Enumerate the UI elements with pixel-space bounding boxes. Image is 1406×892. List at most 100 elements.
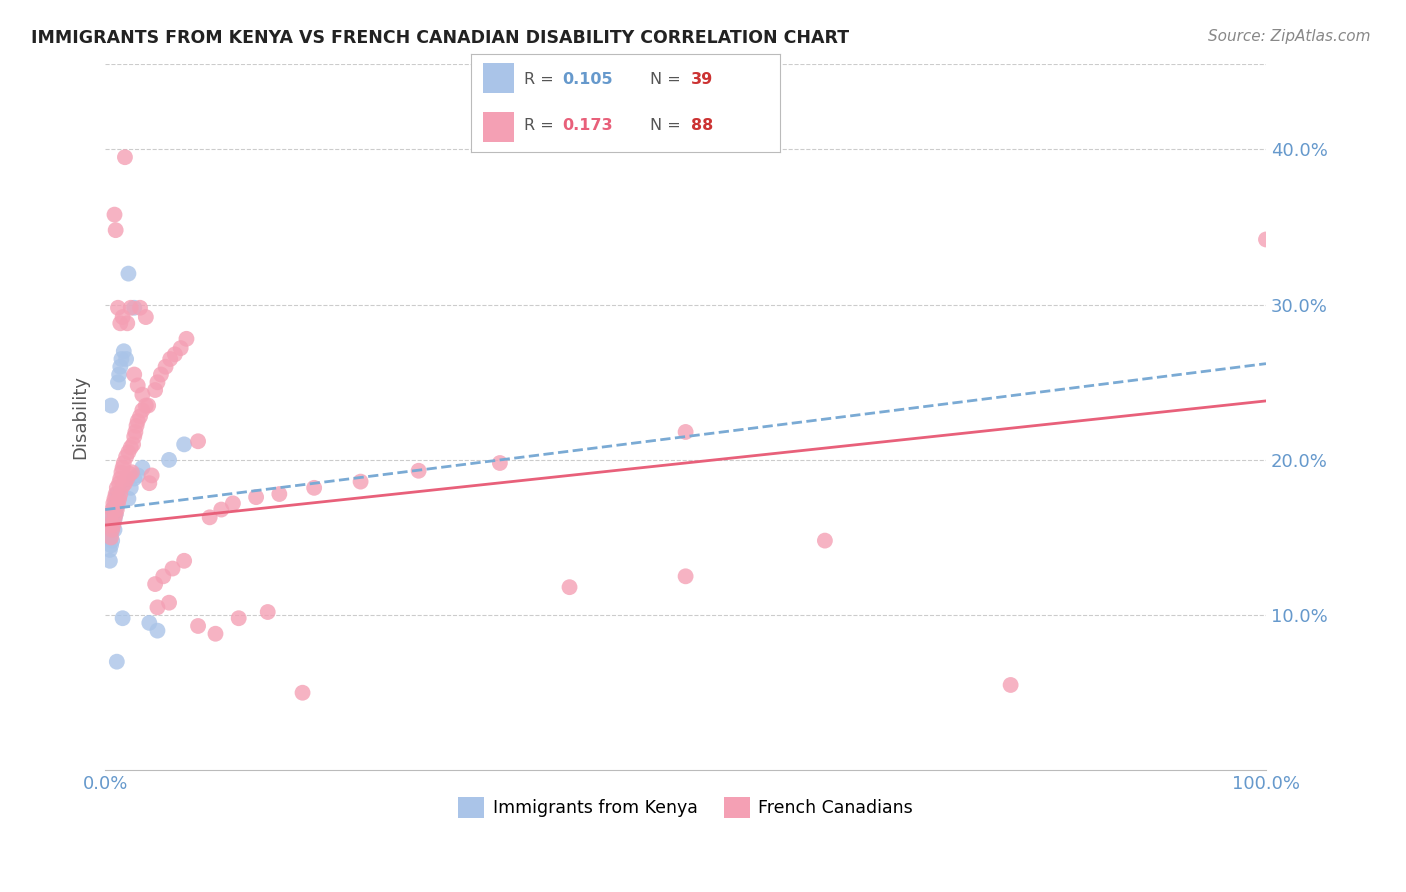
- Point: [159, 351, 181, 366]
- Point: [228, 611, 250, 625]
- Point: [143, 577, 166, 591]
- Point: [111, 310, 134, 324]
- Point: [176, 332, 198, 346]
- Point: [141, 468, 163, 483]
- Point: [146, 376, 169, 390]
- Point: [103, 504, 125, 518]
- Point: [110, 471, 132, 485]
- Point: [111, 479, 134, 493]
- Point: [121, 465, 143, 479]
- Point: [157, 453, 180, 467]
- Point: [100, 531, 122, 545]
- Point: [103, 500, 125, 514]
- Point: [105, 481, 128, 495]
- Point: [100, 538, 122, 552]
- Point: [111, 460, 134, 475]
- Text: 0.105: 0.105: [562, 71, 613, 87]
- Point: [122, 437, 145, 451]
- Point: [120, 301, 142, 315]
- Point: [117, 491, 139, 506]
- Point: [256, 605, 278, 619]
- Point: [814, 533, 837, 548]
- Point: [107, 376, 129, 390]
- Point: [117, 445, 139, 459]
- Point: [120, 441, 142, 455]
- Point: [107, 301, 129, 315]
- Point: [111, 611, 134, 625]
- Point: [118, 467, 141, 481]
- Text: 0.173: 0.173: [562, 118, 613, 133]
- Point: [122, 368, 145, 382]
- Text: 39: 39: [690, 71, 713, 87]
- Point: [104, 496, 127, 510]
- Point: [101, 521, 124, 535]
- Point: [155, 359, 177, 374]
- Point: [408, 464, 430, 478]
- Point: [110, 487, 132, 501]
- Point: [558, 580, 581, 594]
- Point: [100, 507, 122, 521]
- Point: [120, 481, 142, 495]
- Point: [173, 437, 195, 451]
- Point: [117, 471, 139, 485]
- Point: [103, 512, 125, 526]
- Point: [101, 502, 124, 516]
- Point: [115, 351, 138, 366]
- Point: [209, 502, 232, 516]
- Point: [675, 425, 697, 439]
- Point: [110, 359, 132, 374]
- Point: [125, 418, 148, 433]
- Point: [114, 150, 136, 164]
- Point: [103, 491, 125, 506]
- Point: [349, 475, 371, 489]
- Point: [98, 554, 121, 568]
- Point: [110, 465, 132, 479]
- Y-axis label: Disability: Disability: [72, 376, 89, 459]
- Point: [98, 518, 121, 533]
- Point: [131, 460, 153, 475]
- Point: [131, 403, 153, 417]
- Point: [105, 500, 128, 514]
- Point: [104, 507, 127, 521]
- Text: R =: R =: [523, 118, 558, 133]
- Point: [138, 476, 160, 491]
- Point: [135, 310, 157, 324]
- Text: N =: N =: [651, 118, 686, 133]
- Point: [110, 351, 132, 366]
- Point: [98, 543, 121, 558]
- Point: [129, 301, 152, 315]
- Point: [169, 341, 191, 355]
- Point: [127, 414, 149, 428]
- Point: [101, 533, 124, 548]
- Point: [105, 487, 128, 501]
- Point: [162, 561, 184, 575]
- Point: [104, 507, 127, 521]
- Point: [146, 600, 169, 615]
- Point: [110, 316, 132, 330]
- Point: [129, 409, 152, 424]
- Point: [1000, 678, 1022, 692]
- Point: [103, 518, 125, 533]
- Point: [108, 476, 131, 491]
- Legend: Immigrants from Kenya, French Canadians: Immigrants from Kenya, French Canadians: [451, 790, 920, 825]
- Bar: [484, 63, 515, 93]
- Point: [124, 425, 146, 439]
- Point: [489, 456, 512, 470]
- Point: [122, 471, 145, 485]
- Point: [198, 510, 221, 524]
- Point: [104, 223, 127, 237]
- Point: [127, 468, 149, 483]
- Point: [105, 502, 128, 516]
- Text: 88: 88: [690, 118, 713, 133]
- Point: [149, 368, 172, 382]
- Point: [97, 523, 120, 537]
- Point: [127, 378, 149, 392]
- Point: [112, 344, 135, 359]
- Point: [108, 368, 131, 382]
- Point: [187, 434, 209, 449]
- Point: [114, 476, 136, 491]
- Point: [103, 523, 125, 537]
- Point: [138, 615, 160, 630]
- Point: [103, 516, 125, 531]
- Text: N =: N =: [651, 71, 686, 87]
